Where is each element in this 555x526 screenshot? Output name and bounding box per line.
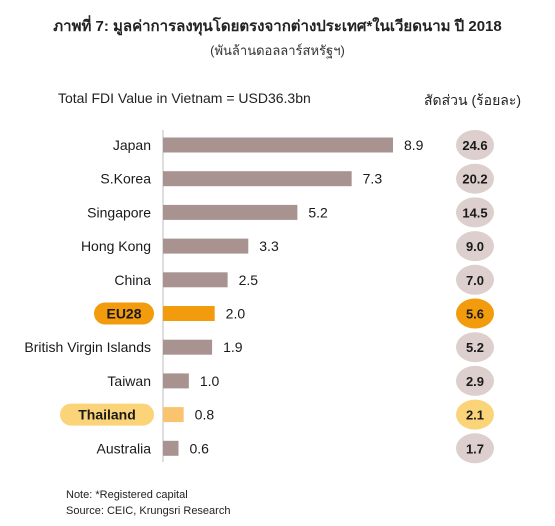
source-text: Source: CEIC, Krungsri Research (66, 505, 231, 517)
share-label: 5.6 (466, 307, 484, 322)
share-label: 9.0 (466, 239, 484, 254)
bar (163, 238, 249, 254)
share-label: 2.1 (466, 408, 484, 423)
share-badge (456, 399, 494, 430)
share-column-header: สัดส่วน (ร้อยละ) (424, 92, 522, 108)
bar (163, 306, 215, 321)
value-label: 2.5 (239, 272, 259, 288)
share-badge (456, 130, 494, 160)
value-label: 0.6 (190, 440, 210, 456)
value-label: 5.2 (308, 204, 328, 220)
value-label: 0.8 (195, 407, 215, 423)
share-badge (456, 163, 494, 194)
category-label: Thailand (78, 407, 136, 423)
bar (163, 204, 298, 220)
total-fdi-label: Total FDI Value in Vietnam = USD36.3bn (58, 90, 311, 106)
value-label: 1.9 (223, 339, 243, 355)
category-label: S.Korea (100, 171, 151, 187)
bar (163, 373, 189, 389)
value-label: 3.3 (259, 238, 279, 254)
share-label: 1.7 (466, 441, 484, 456)
share-badge (456, 365, 494, 396)
category-label: British Virgin Islands (24, 339, 151, 355)
share-label: 7.0 (466, 273, 484, 288)
category-label: Taiwan (107, 373, 151, 389)
category-label: Singapore (87, 204, 151, 220)
value-label: 8.9 (404, 137, 424, 153)
bar (163, 272, 228, 288)
share-label: 14.5 (462, 205, 487, 220)
bar (163, 339, 213, 355)
share-label: 24.6 (462, 138, 487, 153)
category-label: Australia (97, 440, 152, 456)
share-label: 5.2 (466, 340, 484, 355)
value-label: 1.0 (200, 373, 220, 389)
bar (163, 440, 179, 456)
chart-subtitle: (พันล้านดอลลาร์สหรัฐฯ) (210, 43, 345, 58)
category-label-highlight-thailand (60, 403, 154, 426)
share-badge (456, 197, 494, 228)
value-label: 7.3 (363, 171, 383, 187)
category-label: China (114, 272, 151, 288)
category-label: Hong Kong (81, 238, 151, 254)
value-label: 2.0 (226, 306, 246, 322)
share-badge (456, 264, 494, 295)
bar (163, 171, 352, 187)
category-label: EU28 (106, 306, 141, 322)
chart-title: ภาพที่ 7: มูลค่าการลงทุนโดยตรงจากต่างประ… (53, 18, 502, 35)
share-badge (456, 433, 494, 464)
share-label: 20.2 (462, 172, 487, 187)
note-text: Note: *Registered capital (66, 489, 188, 501)
bar (163, 407, 184, 423)
share-badge (456, 332, 494, 363)
share-badge (456, 298, 494, 329)
bar (163, 137, 393, 153)
share-label: 2.9 (466, 374, 484, 389)
category-label-highlight-eu (94, 302, 154, 325)
share-badge (456, 231, 494, 262)
category-label: Japan (113, 137, 151, 153)
